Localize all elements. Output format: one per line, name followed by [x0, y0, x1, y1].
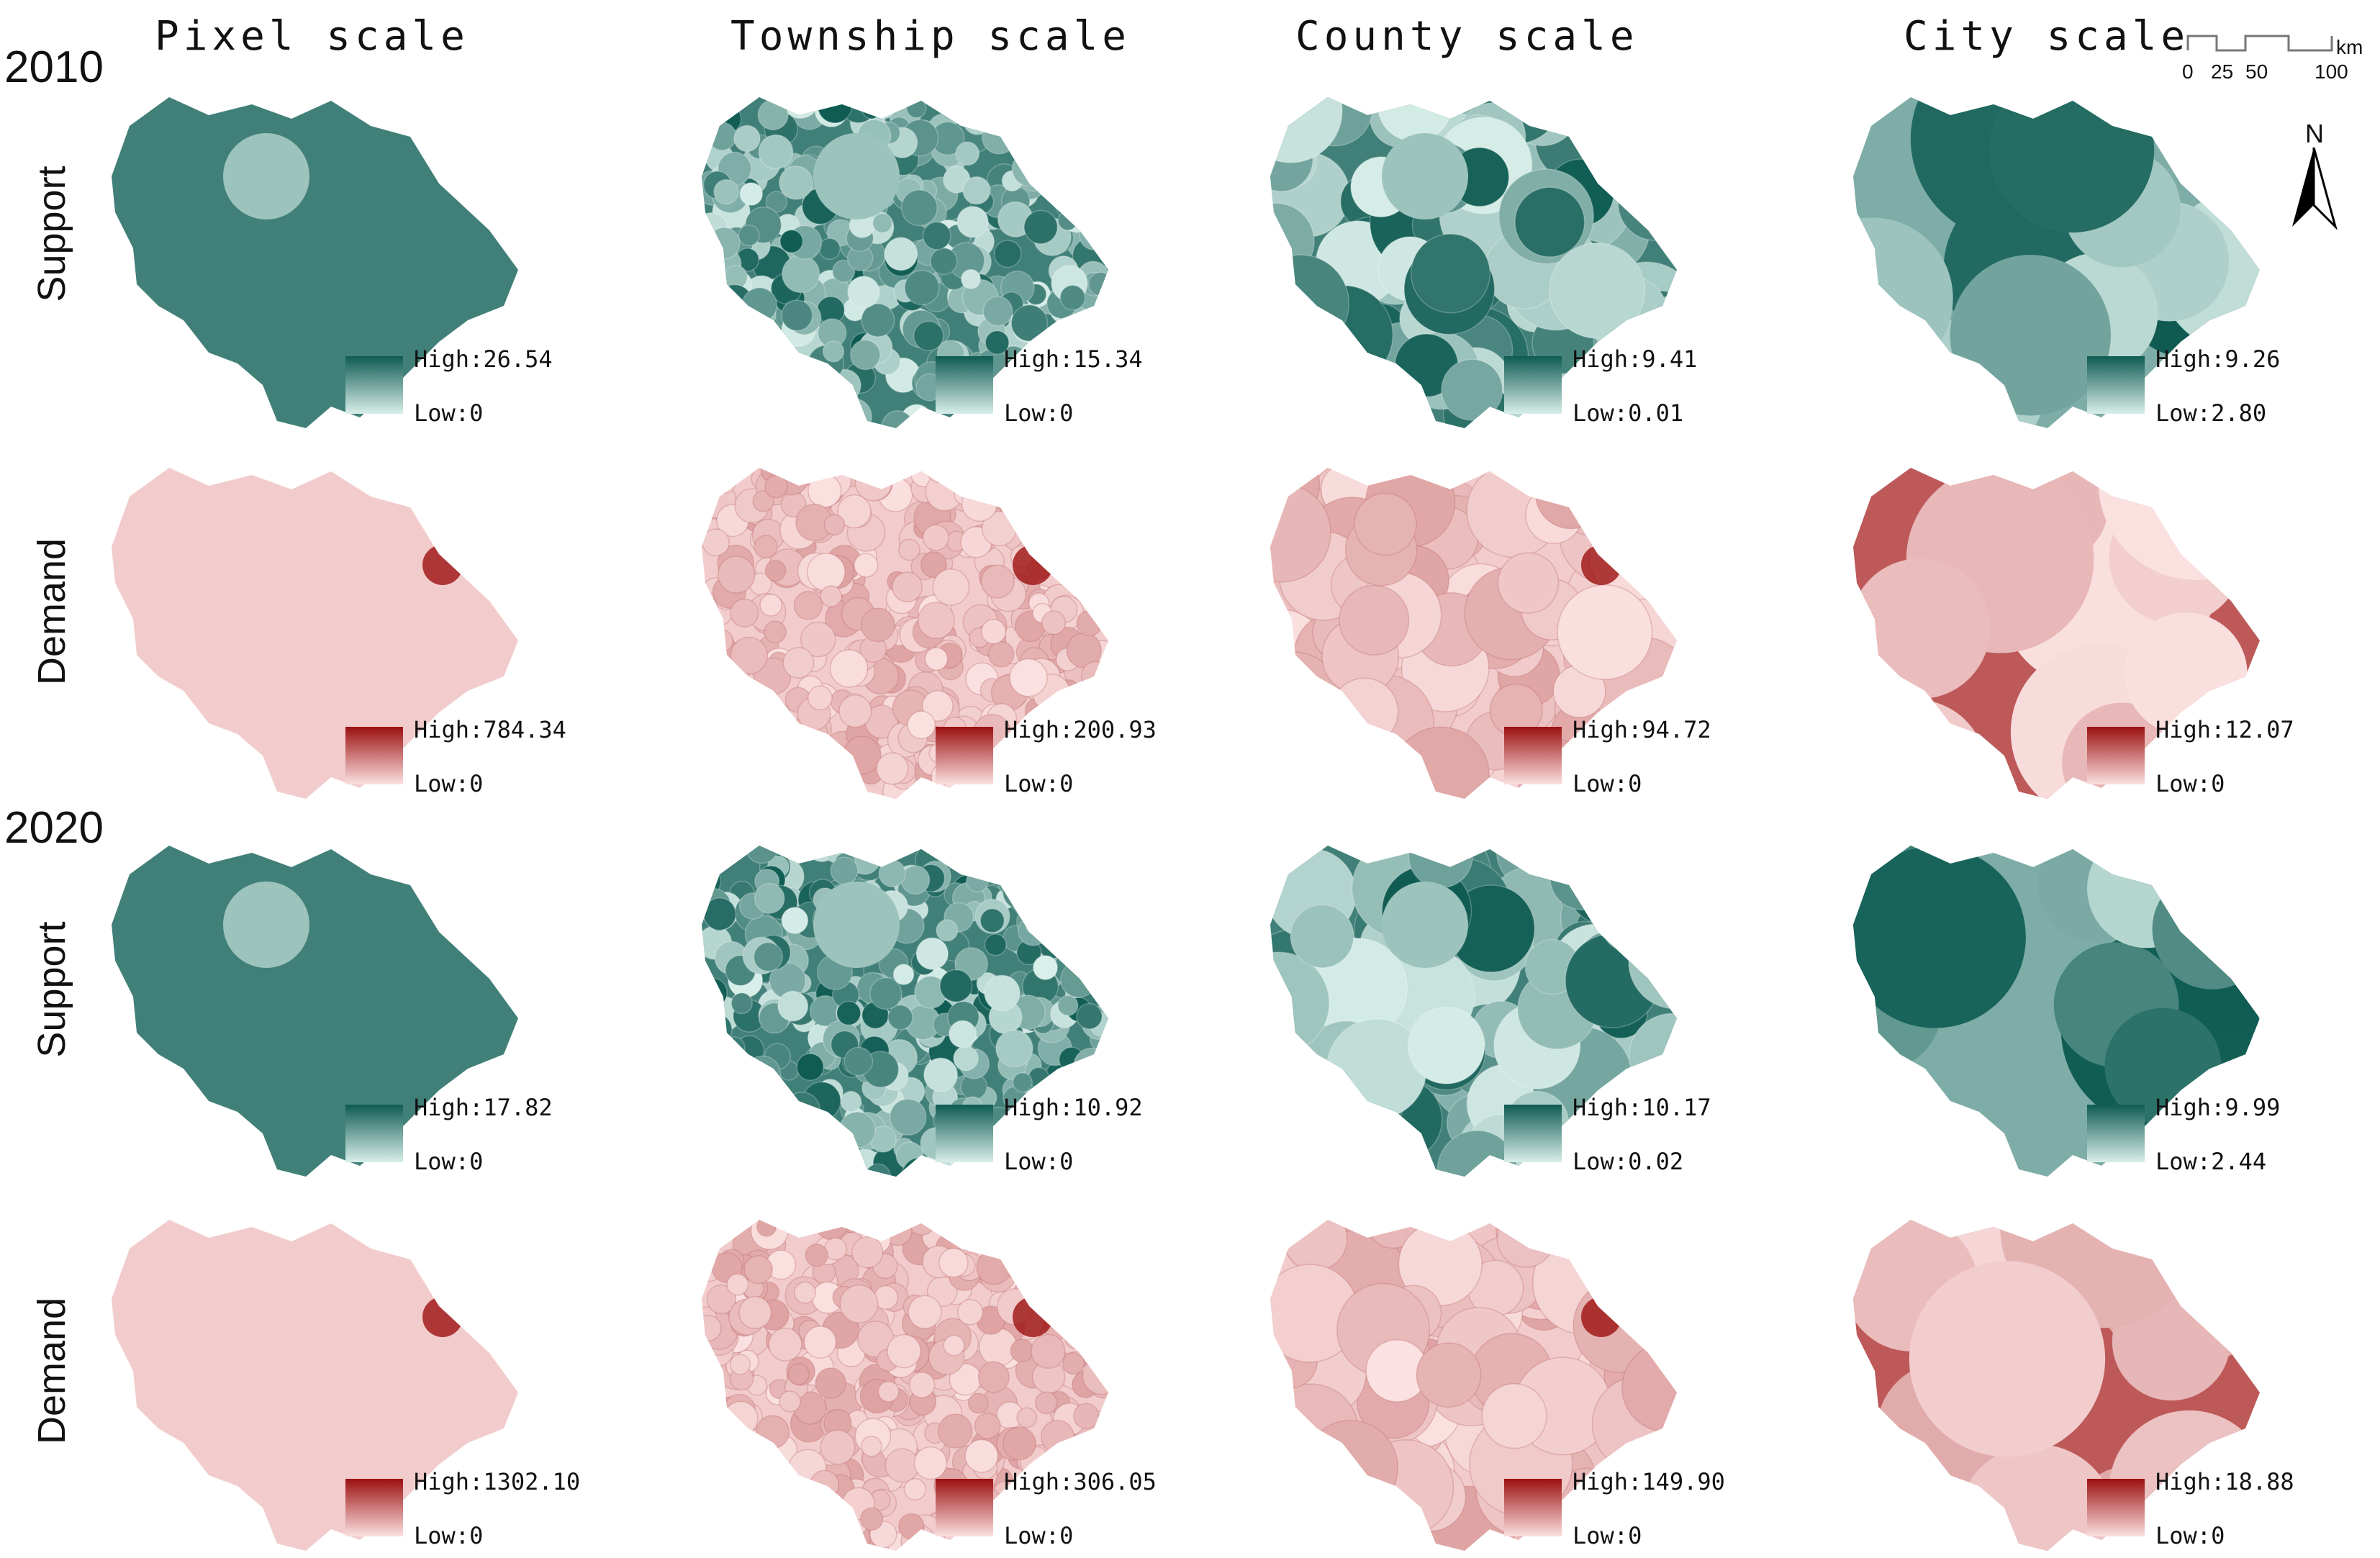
scale-tick-100: 100: [2315, 60, 2348, 83]
legend-gradient-swatch: [2087, 1479, 2145, 1536]
scale-unit: km: [2336, 36, 2363, 58]
year-label-2020: 2020: [4, 803, 104, 853]
legend-gradient-swatch: [1504, 1105, 1562, 1162]
legend-low-label: Low:0: [1004, 770, 1074, 797]
map-panel-y2020-demand-pixel: High:1302.10 Low:0: [101, 1191, 691, 1558]
legend-gradient-swatch: [345, 1105, 403, 1162]
legend-low-label: Low:0.02: [1573, 1148, 1684, 1175]
legend-gradient-swatch: [936, 356, 993, 414]
legend-gradient-swatch: [2087, 727, 2145, 784]
map-panel-y2010-demand-pixel: High:784.34 Low:0: [101, 439, 691, 806]
map-panel-y2020-support-city: High:9.99 Low:2.44: [1842, 817, 2380, 1184]
legend-low-label: Low:0: [1004, 399, 1074, 427]
region-shape: [112, 1220, 518, 1551]
map-panel-y2010-demand-county: High:94.72 Low:0: [1259, 439, 1850, 806]
map-panel-y2020-support-pixel: High:17.82 Low:0: [101, 817, 691, 1184]
legend-low-label: Low:0: [1573, 1522, 1642, 1549]
year-label-2010: 2010: [4, 42, 104, 92]
map-panel-y2020-demand-township: High:306.05 Low:0: [691, 1191, 1281, 1558]
map-panel-y2020-demand-city: High:18.88 Low:0: [1842, 1191, 2380, 1558]
legend-gradient-swatch: [2087, 1105, 2145, 1162]
legend-gradient-swatch: [1504, 727, 1562, 784]
legend-low-label: Low:2.80: [2155, 399, 2267, 427]
row-label-support-2020: Support: [30, 921, 73, 1058]
map-panel-y2020-demand-county: High:149.90 Low:0: [1259, 1191, 1850, 1558]
map-panel-y2020-support-county: High:10.17 Low:0.02: [1259, 817, 1850, 1184]
north-label: N: [2305, 119, 2324, 148]
scale-bar: 0 25 50 100 km: [2173, 20, 2375, 99]
legend-high-label: High:94.72: [1573, 716, 1711, 743]
map-panel-y2010-demand-city: High:12.07 Low:0: [1842, 439, 2380, 806]
map-panel-y2010-demand-township: High:200.93 Low:0: [691, 439, 1281, 806]
legend-low-label: Low:0: [414, 770, 484, 797]
scale-tick-25: 25: [2211, 60, 2234, 83]
scale-tick-0: 0: [2182, 60, 2194, 83]
legend-high-label: High:12.07: [2155, 716, 2294, 743]
legend-low-label: Low:0.01: [1573, 399, 1684, 427]
legend-gradient-swatch: [345, 1479, 403, 1536]
region-shape: [112, 97, 518, 428]
legend-low-label: Low:0: [1573, 770, 1642, 797]
row-label-demand-2010: Demand: [30, 538, 73, 686]
legend-high-label: High:26.54: [414, 345, 553, 373]
legend-gradient-swatch: [936, 1479, 993, 1536]
legend-low-label: Low:2.44: [2155, 1148, 2267, 1175]
legend-low-label: Low:0: [2155, 1522, 2225, 1549]
legend-low-label: Low:0: [414, 1148, 484, 1175]
legend-high-label: High:10.92: [1004, 1094, 1143, 1121]
legend-low-label: Low:0: [1004, 1522, 1074, 1549]
map-panel-y2010-support-city: High:9.26 Low:2.80: [1842, 68, 2380, 435]
column-title-county: County scale: [1295, 13, 1639, 60]
legend-low-label: Low:0: [2155, 770, 2225, 797]
map-panel-y2010-support-county: High:9.41 Low:0.01: [1259, 68, 1850, 435]
map-panel-y2010-support-township: High:15.34 Low:0: [691, 68, 1281, 435]
legend-high-label: High:9.99: [2155, 1094, 2281, 1121]
legend-high-label: High:1302.10: [414, 1468, 581, 1495]
legend-high-label: High:200.93: [1004, 716, 1157, 743]
north-arrow-icon: N: [2285, 119, 2343, 234]
legend-gradient-swatch: [2087, 356, 2145, 414]
scale-tick-50: 50: [2245, 60, 2268, 83]
legend-high-label: High:9.26: [2155, 345, 2281, 373]
column-title-city: City scale: [1904, 13, 2190, 60]
column-title-township: Township scale: [730, 13, 1131, 60]
legend-gradient-swatch: [936, 1105, 993, 1162]
legend-high-label: High:9.41: [1573, 345, 1698, 373]
column-title-pixel: Pixel scale: [155, 13, 469, 60]
row-label-support-2010: Support: [30, 166, 73, 302]
legend-high-label: High:10.17: [1573, 1094, 1711, 1121]
legend-low-label: Low:0: [414, 1522, 484, 1549]
legend-high-label: High:306.05: [1004, 1468, 1157, 1495]
map-panel-y2010-support-pixel: High:26.54 Low:0: [101, 68, 691, 435]
region-shape: [112, 846, 518, 1177]
legend-gradient-swatch: [1504, 356, 1562, 414]
legend-gradient-swatch: [936, 727, 993, 784]
map-panel-y2020-support-township: High:10.92 Low:0: [691, 817, 1281, 1184]
legend-high-label: High:149.90: [1573, 1468, 1725, 1495]
legend-high-label: High:15.34: [1004, 345, 1143, 373]
legend-gradient-swatch: [345, 356, 403, 414]
legend-low-label: Low:0: [1004, 1148, 1074, 1175]
region-shape: [112, 468, 518, 799]
legend-high-label: High:18.88: [2155, 1468, 2294, 1495]
legend-gradient-swatch: [1504, 1479, 1562, 1536]
legend-low-label: Low:0: [414, 399, 484, 427]
row-label-demand-2020: Demand: [30, 1297, 73, 1445]
legend-gradient-swatch: [345, 727, 403, 784]
legend-high-label: High:784.34: [414, 716, 566, 743]
legend-high-label: High:17.82: [414, 1094, 553, 1121]
